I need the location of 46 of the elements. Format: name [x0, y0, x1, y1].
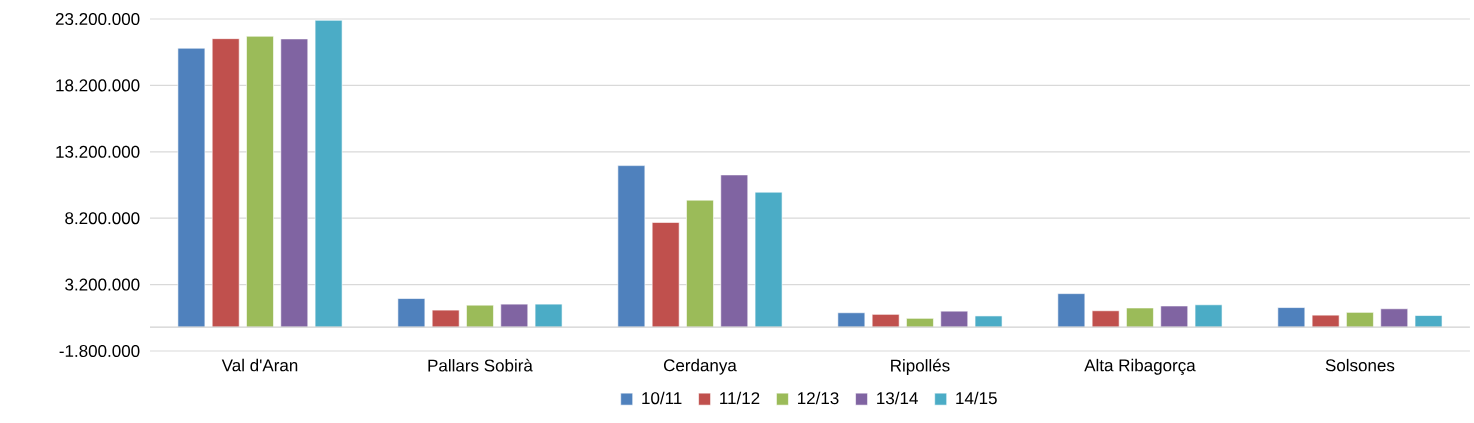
legend-label: 10/11: [642, 391, 682, 405]
bar: [1346, 312, 1374, 328]
y-tick-label: 18.200.000: [56, 79, 140, 92]
legend-label: 11/12: [720, 391, 760, 405]
x-tick-label: Alta Ribagorça: [1084, 358, 1196, 375]
x-tick-label: Val d'Aran: [221, 358, 298, 372]
y-tick-label: -1.800.000: [59, 344, 140, 358]
bar: [837, 312, 866, 328]
bar: [500, 303, 529, 328]
bar: [314, 20, 343, 328]
bar: [720, 174, 749, 328]
x-tick-label: Pallars Sobirà: [428, 358, 533, 372]
legend-label: 14/15: [956, 391, 997, 405]
bar: [466, 304, 494, 328]
bar: [871, 314, 900, 328]
bar: [431, 309, 460, 328]
bar: [754, 191, 783, 328]
bar: [1311, 314, 1340, 328]
x-tick-label: Solsones: [1325, 358, 1395, 372]
bar: [1126, 307, 1154, 328]
bar: [1057, 293, 1086, 328]
x-tick-label: Cerdanya: [663, 358, 737, 375]
bar: [246, 35, 274, 328]
bar: [177, 47, 206, 328]
x-tick-label: Ripollés: [891, 358, 950, 375]
bar: [1277, 307, 1306, 328]
bar: [686, 199, 714, 328]
bar: [617, 165, 646, 328]
y-tick-label: 3.200.000: [65, 278, 140, 291]
bar: [1414, 315, 1443, 328]
bar: [651, 222, 680, 328]
bar: [940, 310, 969, 328]
y-tick-label: 23.200.000: [55, 12, 140, 26]
bar: [534, 303, 563, 328]
bar: [1380, 308, 1409, 328]
bar: [211, 38, 240, 328]
y-tick-label: 8.200.000: [65, 212, 140, 225]
legend-label: 12/13: [798, 391, 839, 405]
bar: [280, 38, 309, 328]
bar: [1091, 310, 1120, 328]
bar: [974, 315, 1003, 328]
legend-label: 13/14: [877, 391, 918, 405]
y-tick-label: 13.200.000: [56, 145, 140, 158]
bar: [1160, 305, 1189, 328]
bar: [397, 298, 426, 328]
bar: [1194, 304, 1223, 328]
